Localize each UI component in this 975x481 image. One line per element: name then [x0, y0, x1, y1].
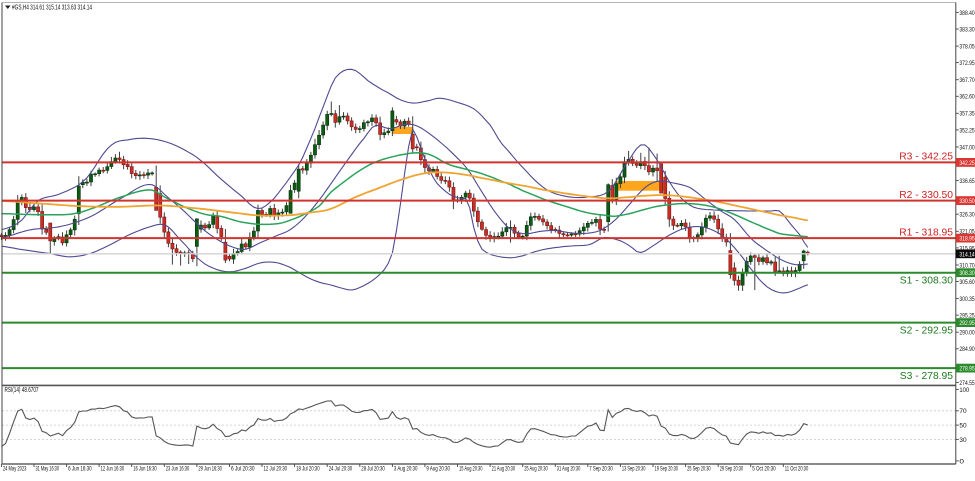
- svg-text:50: 50: [959, 423, 966, 430]
- svg-text:16 Jun 16:30: 16 Jun 16:30: [133, 466, 157, 473]
- svg-text:290.00: 290.00: [959, 330, 974, 337]
- svg-text:21 Aug 20:30: 21 Aug 20:30: [492, 466, 516, 473]
- svg-text:5 Oct 20:30: 5 Oct 20:30: [752, 466, 776, 473]
- svg-text:308.30: 308.30: [959, 270, 974, 277]
- svg-text:383.30: 383.30: [959, 26, 974, 33]
- svg-text:0: 0: [959, 458, 964, 465]
- svg-text:15 Aug 20:30: 15 Aug 20:30: [459, 466, 483, 473]
- svg-text:S3 - 278.95: S3 - 278.95: [900, 371, 954, 382]
- svg-text:278.95: 278.95: [959, 366, 974, 373]
- svg-text:R3 - 342.25: R3 - 342.25: [899, 152, 953, 163]
- svg-text:362.60: 362.60: [959, 94, 974, 101]
- svg-text:23 Jun 16:30: 23 Jun 16:30: [166, 466, 190, 473]
- svg-text:19 Sep 20:30: 19 Sep 20:30: [655, 466, 679, 473]
- svg-text:378.05: 378.05: [959, 44, 974, 51]
- svg-text:31 Aug 20:30: 31 Aug 20:30: [557, 466, 581, 473]
- svg-text:295.25: 295.25: [959, 313, 974, 320]
- svg-text:347.00: 347.00: [959, 144, 974, 151]
- svg-text:305.60: 305.60: [959, 279, 974, 286]
- svg-text:#GS,H4 314.61 315.14 313.63 3: #GS,H4 314.61 315.14 313.63 314.14: [12, 3, 92, 12]
- svg-text:31 May 16:30: 31 May 16:30: [36, 466, 60, 473]
- svg-text:24 Jul 20:30: 24 Jul 20:30: [329, 466, 353, 473]
- svg-text:R2 - 330.50: R2 - 330.50: [899, 190, 953, 201]
- svg-text:326.30: 326.30: [959, 212, 974, 219]
- svg-text:357.35: 357.35: [959, 111, 974, 118]
- svg-text:7 Sep 20:30: 7 Sep 20:30: [589, 466, 613, 473]
- svg-text:25 Aug 20:30: 25 Aug 20:30: [524, 466, 548, 473]
- svg-text:336.65: 336.65: [959, 178, 974, 185]
- svg-text:318.95: 318.95: [959, 236, 974, 243]
- svg-text:292.95: 292.95: [959, 320, 974, 327]
- svg-text:388.40: 388.40: [959, 10, 974, 17]
- svg-text:274.55: 274.55: [959, 380, 974, 387]
- svg-text:RSI(14) 48.6707: RSI(14) 48.6707: [5, 387, 39, 394]
- svg-text:11 Oct 20:30: 11 Oct 20:30: [785, 466, 809, 473]
- svg-text:13 Sep 20:30: 13 Sep 20:30: [622, 466, 646, 473]
- svg-text:330.50: 330.50: [959, 198, 974, 205]
- svg-text:300.35: 300.35: [959, 296, 974, 303]
- svg-text:310.70: 310.70: [959, 262, 974, 269]
- svg-text:R1 - 318.95: R1 - 318.95: [899, 227, 953, 238]
- svg-text:352.25: 352.25: [959, 127, 974, 134]
- svg-text:367.70: 367.70: [959, 77, 974, 84]
- svg-text:28 Jul 20:30: 28 Jul 20:30: [361, 466, 385, 473]
- svg-text:342.25: 342.25: [959, 160, 974, 167]
- svg-text:25 Sep 20:30: 25 Sep 20:30: [687, 466, 711, 473]
- svg-text:30: 30: [959, 437, 966, 444]
- svg-text:6 Jun 16:30: 6 Jun 16:30: [68, 466, 92, 473]
- svg-text:18 Jul 20:30: 18 Jul 20:30: [296, 466, 320, 473]
- svg-text:321.05: 321.05: [959, 229, 974, 236]
- svg-text:24 May 2023: 24 May 2023: [3, 466, 27, 473]
- svg-text:12 Jun 16:30: 12 Jun 16:30: [101, 466, 125, 473]
- svg-text:12 Jul 20:30: 12 Jul 20:30: [264, 466, 288, 473]
- svg-text:284.90: 284.90: [959, 346, 974, 353]
- svg-text:6 Jul 20:30: 6 Jul 20:30: [231, 466, 255, 473]
- svg-text:S2 - 292.95: S2 - 292.95: [900, 326, 954, 337]
- svg-text:S1 - 308.30: S1 - 308.30: [900, 276, 954, 287]
- svg-text:29 Sep 20:30: 29 Sep 20:30: [720, 466, 744, 473]
- svg-text:70: 70: [959, 408, 966, 415]
- svg-text:315.95: 315.95: [959, 245, 974, 252]
- svg-text:29 Jun 16:30: 29 Jun 16:30: [198, 466, 222, 473]
- svg-text:100: 100: [959, 387, 969, 394]
- svg-text:9 Aug 20:30: 9 Aug 20:30: [426, 466, 450, 473]
- svg-text:372.95: 372.95: [959, 60, 974, 67]
- svg-text:314.14: 314.14: [959, 251, 974, 258]
- svg-text:3 Aug 20:30: 3 Aug 20:30: [394, 466, 418, 473]
